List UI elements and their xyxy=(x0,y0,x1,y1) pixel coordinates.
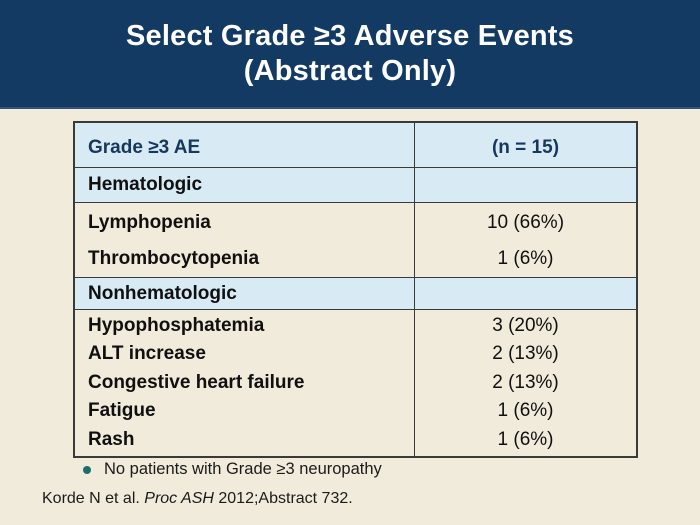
ae-value-rash: 1 (6%) xyxy=(497,428,554,450)
nonhematologic-data-rows: Hypophosphatemia ALT increase Congestive… xyxy=(75,310,636,457)
column-header-n: (n = 15) xyxy=(414,123,636,167)
slide-title-line-1: Select Grade ≥3 Adverse Events xyxy=(125,19,574,52)
nonhematologic-labels: Hypophosphatemia ALT increase Congestive… xyxy=(75,310,414,456)
adverse-events-table: Grade ≥3 AE (n = 15) Hematologic Lymphop… xyxy=(73,121,638,458)
ae-label-alt-increase: ALT increase xyxy=(88,343,206,365)
bullet-note-text: No patients with Grade ≥3 neuropathy xyxy=(104,460,382,478)
ae-label-congestive-heart-failure: Congestive heart failure xyxy=(88,371,305,393)
citation-authors: Korde N et al. xyxy=(42,490,145,507)
ae-value-lymphopenia: 10 (66%) xyxy=(486,212,565,233)
section-header-label: Hematologic xyxy=(88,174,203,195)
ae-value-fatigue: 1 (6%) xyxy=(497,400,554,422)
citation-reference: 2012;Abstract 732. xyxy=(213,490,353,507)
ae-label-fatigue: Fatigue xyxy=(88,400,156,422)
ae-label-thrombocytopenia: Thrombocytopenia xyxy=(88,247,260,269)
section-header-empty-cell xyxy=(414,168,636,202)
table-header-row: Grade ≥3 AE (n = 15) xyxy=(75,123,636,168)
hematologic-values: 10 (66%) 1 (6%) xyxy=(414,203,636,278)
column-header-grade-ae: Grade ≥3 AE xyxy=(88,137,201,158)
ae-value-thrombocytopenia: 1 (6%) xyxy=(497,247,554,269)
citation-journal: Proc ASH xyxy=(144,490,214,507)
ae-label-rash: Rash xyxy=(88,428,135,450)
ae-label-hypophosphatemia: Hypophosphatemia xyxy=(88,315,265,336)
citation: Korde N et al. Proc ASH 2012;Abstract 73… xyxy=(42,490,353,508)
nonhematologic-values: 3 (20%) 2 (13%) 2 (13%) 1 (6%) 1 (6%) xyxy=(414,310,636,457)
section-header-empty-cell xyxy=(414,278,636,309)
bullet-note: No patients with Grade ≥3 neuropathy xyxy=(83,460,382,479)
bullet-icon xyxy=(83,465,91,474)
slide-title-line-2: (Abstract Only) xyxy=(243,54,457,87)
ae-value-congestive-heart-failure: 2 (13%) xyxy=(492,371,559,393)
hematologic-data-rows: Lymphopenia Thrombocytopenia 10 (66%) 1 … xyxy=(75,203,636,278)
section-header-nonhematologic: Nonhematologic xyxy=(75,278,636,310)
title-band: Select Grade ≥3 Adverse Events (Abstract… xyxy=(0,0,700,109)
section-header-hematologic: Hematologic xyxy=(75,168,636,203)
ae-value-alt-increase: 2 (13%) xyxy=(492,343,559,365)
ae-label-lymphopenia: Lymphopenia xyxy=(88,212,211,233)
section-header-label: Nonhematologic xyxy=(88,282,237,304)
ae-value-hypophosphatemia: 3 (20%) xyxy=(492,315,559,336)
hematologic-labels: Lymphopenia Thrombocytopenia xyxy=(75,203,414,278)
